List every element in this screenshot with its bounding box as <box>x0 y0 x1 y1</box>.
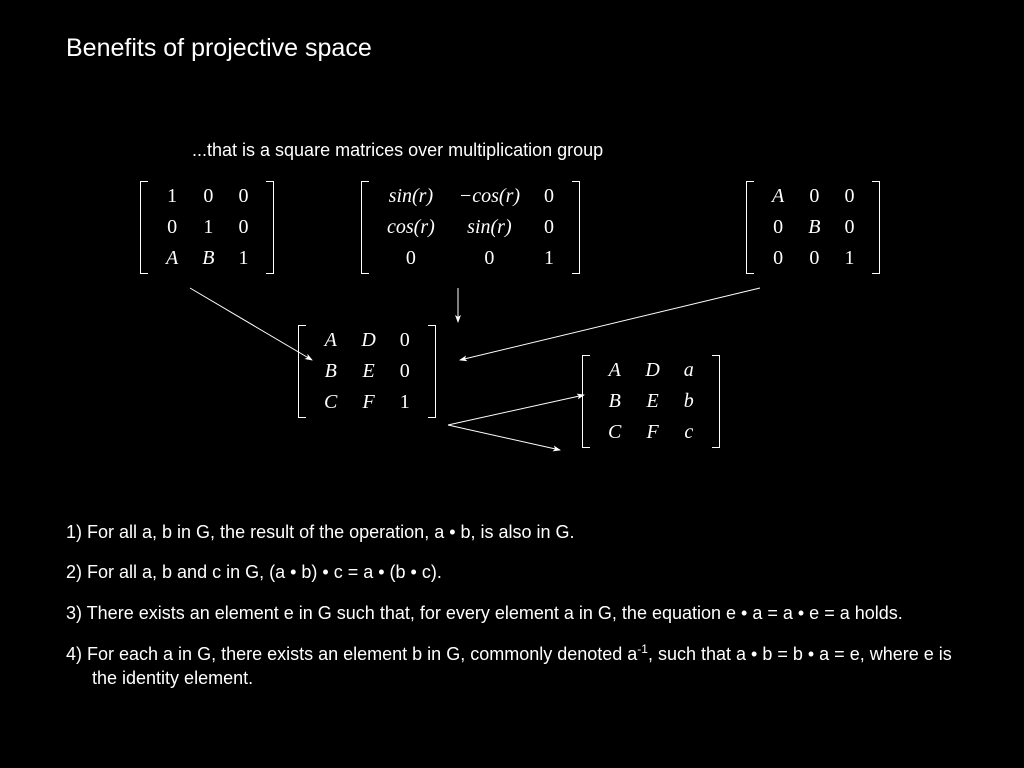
matrix-cell: A <box>154 243 190 274</box>
matrix-cell: 0 <box>832 181 866 212</box>
matrix-cell: 0 <box>532 212 566 243</box>
matrix-cell: 1 <box>154 181 190 212</box>
matrix-cell: sin(r) <box>447 212 532 243</box>
arrow <box>190 288 312 360</box>
matrix-cell: B <box>190 243 226 274</box>
matrix-cell: 1 <box>190 212 226 243</box>
matrix-cell: 1 <box>832 243 866 274</box>
matrix-cell: F <box>349 387 387 418</box>
axiom-inverse-pre: 4) For each a in G, there exists an elem… <box>66 644 637 664</box>
matrix-cell: 0 <box>447 243 532 274</box>
axiom-closure: 1) For all a, b in G, the result of the … <box>66 520 956 544</box>
matrix-scale: A000B0001 <box>746 181 880 274</box>
matrix-cell: 0 <box>154 212 190 243</box>
matrix-cell: 0 <box>226 181 260 212</box>
matrix-cell: b <box>672 386 706 417</box>
matrix-cell: 1 <box>226 243 260 274</box>
matrix-cell: E <box>349 356 387 387</box>
axiom-inverse: 4) For each a in G, there exists an elem… <box>66 641 956 691</box>
matrix-cell: 1 <box>532 243 566 274</box>
matrix-cell: D <box>633 355 671 386</box>
matrix-cell: 0 <box>190 181 226 212</box>
subtitle: ...that is a square matrices over multip… <box>192 140 603 161</box>
page-title: Benefits of projective space <box>66 34 372 63</box>
axiom-inverse-sup: -1 <box>637 642 648 656</box>
matrix-projective: ADa BEb CFc <box>582 355 720 448</box>
arrow <box>448 425 560 450</box>
matrix-cell: 0 <box>226 212 260 243</box>
axiom-identity: 3) There exists an element e in G such t… <box>66 601 956 625</box>
matrix-cell: 1 <box>388 387 422 418</box>
matrix-cell: 0 <box>796 243 832 274</box>
group-axioms: 1) For all a, b in G, the result of the … <box>66 520 956 706</box>
matrix-cell: B <box>596 386 633 417</box>
matrix-translate: 100010AB1 <box>140 181 274 274</box>
matrix-cell: 0 <box>760 212 796 243</box>
matrix-cell: B <box>312 356 349 387</box>
matrix-cell: F <box>633 417 671 448</box>
matrix-cell: E <box>633 386 671 417</box>
matrix-cell: C <box>596 417 633 448</box>
matrix-cell: 0 <box>760 243 796 274</box>
matrix-cell: c <box>672 417 706 448</box>
matrix-cell: A <box>760 181 796 212</box>
matrix-cell: A <box>312 325 349 356</box>
matrix-affine: AD0 BE0 CF1 <box>298 325 436 418</box>
matrix-cell: 0 <box>388 356 422 387</box>
matrix-cell: B <box>796 212 832 243</box>
matrix-cell: 0 <box>388 325 422 356</box>
matrix-rotate: sin(r)−cos(r)0cos(r)sin(r)0001 <box>361 181 580 274</box>
matrix-cell: cos(r) <box>375 212 447 243</box>
matrix-cell: a <box>672 355 706 386</box>
matrix-cell: −cos(r) <box>447 181 532 212</box>
matrix-cell: 0 <box>375 243 447 274</box>
matrix-cell: A <box>596 355 633 386</box>
matrix-cell: C <box>312 387 349 418</box>
matrix-cell: 0 <box>796 181 832 212</box>
arrow <box>448 395 584 425</box>
matrix-cell: D <box>349 325 387 356</box>
arrow <box>460 288 760 360</box>
matrix-cell: 0 <box>832 212 866 243</box>
matrix-cell: sin(r) <box>375 181 447 212</box>
matrix-cell: 0 <box>532 181 566 212</box>
axiom-associativity: 2) For all a, b and c in G, (a • b) • c … <box>66 560 956 584</box>
